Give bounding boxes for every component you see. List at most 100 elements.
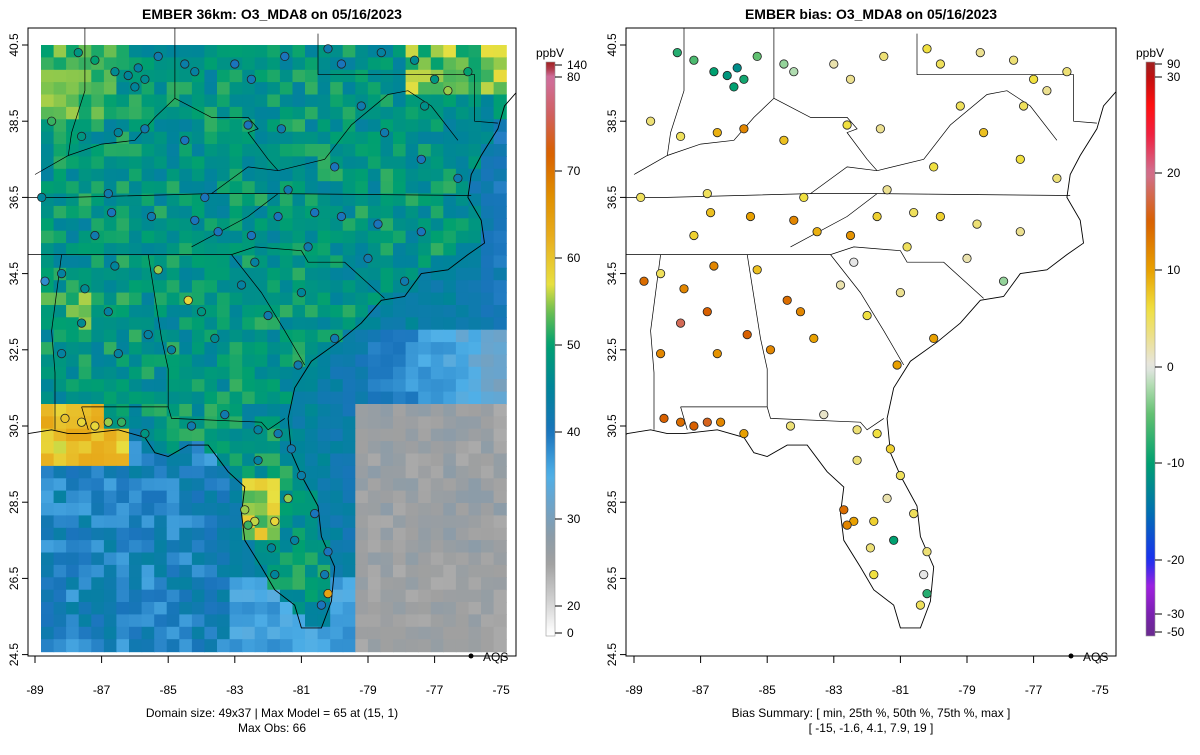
grid-cell xyxy=(292,391,306,405)
grid-cell xyxy=(41,540,55,554)
station-marker xyxy=(795,307,806,317)
grid-cell xyxy=(305,428,319,442)
grid-cell xyxy=(405,441,419,455)
grid-cell xyxy=(166,639,180,653)
grid-cell xyxy=(166,69,180,83)
grid-cell xyxy=(342,552,356,566)
grid-cell xyxy=(91,193,105,207)
grid-cell xyxy=(292,602,306,615)
grid-cell xyxy=(154,280,168,294)
grid-cell xyxy=(141,503,155,516)
grid-cell xyxy=(367,168,382,182)
grid-cell xyxy=(418,379,432,393)
grid-cell xyxy=(217,144,231,157)
grid-cell xyxy=(91,292,105,306)
grid-cell xyxy=(380,69,394,83)
grid-cell xyxy=(367,614,382,628)
grid-cell xyxy=(367,441,382,455)
grid-cell xyxy=(468,280,482,294)
grid-cell xyxy=(393,131,407,145)
grid-cell xyxy=(455,243,470,257)
x-tick-label: -79 xyxy=(958,683,976,697)
station-marker xyxy=(869,569,879,580)
grid-cell xyxy=(91,515,105,529)
grid-cell xyxy=(53,305,67,318)
grid-cell xyxy=(317,69,331,83)
grid-cell xyxy=(393,230,407,244)
station-marker xyxy=(739,124,749,134)
station-marker xyxy=(812,227,822,237)
grid-cell xyxy=(355,478,369,492)
grid-cell xyxy=(305,416,319,430)
station-marker xyxy=(443,86,453,96)
grid-cell xyxy=(367,193,382,207)
station-marker xyxy=(103,417,113,427)
grid-cell xyxy=(154,193,168,207)
state-border xyxy=(790,246,984,299)
grid-cell xyxy=(342,181,356,195)
grid-cell xyxy=(305,94,319,108)
grid-cell xyxy=(393,205,407,219)
grid-cell xyxy=(53,453,67,467)
grid-cell xyxy=(103,453,118,467)
grid-cell xyxy=(191,639,206,653)
grid-cell xyxy=(405,156,419,170)
grid-cell xyxy=(53,639,67,653)
grid-cell xyxy=(405,181,419,195)
grid-cell xyxy=(430,305,444,318)
grid-cell xyxy=(116,379,130,393)
grid-cell xyxy=(191,453,206,467)
grid-cell xyxy=(53,478,67,492)
grid-cell xyxy=(217,589,231,603)
grid-cell xyxy=(279,564,294,578)
grid-cell xyxy=(41,45,55,58)
grid-cell xyxy=(279,305,294,318)
grid-cell xyxy=(103,342,118,356)
grid-cell xyxy=(53,181,67,195)
y-tick-label: 36.5 xyxy=(605,185,619,209)
state-border xyxy=(917,74,1097,124)
grid-cell xyxy=(279,69,294,83)
grid-cell xyxy=(330,106,344,120)
station-marker xyxy=(246,230,256,241)
grid-cell xyxy=(166,527,180,541)
station-marker xyxy=(782,295,792,305)
grid-cell xyxy=(267,292,281,306)
grid-cell xyxy=(41,379,55,393)
grid-cell xyxy=(41,416,55,430)
grid-cell xyxy=(355,404,369,417)
station-marker xyxy=(1062,67,1072,77)
grid-cell xyxy=(330,342,344,356)
grid-cell xyxy=(481,144,495,157)
grid-cell xyxy=(154,515,168,529)
grid-cell xyxy=(154,478,168,492)
grid-cell xyxy=(418,540,432,554)
grid-cell xyxy=(78,614,92,628)
grid-cell xyxy=(78,379,92,393)
grid-cell xyxy=(455,230,470,244)
grid-cell xyxy=(103,503,118,516)
grid-cell xyxy=(78,540,92,554)
station-marker xyxy=(1015,227,1025,237)
grid-cell xyxy=(430,527,444,541)
grid-cell xyxy=(330,552,344,566)
grid-cell xyxy=(292,342,306,356)
grid-cell xyxy=(78,478,92,492)
grid-cell xyxy=(229,614,243,628)
state-border xyxy=(67,28,86,156)
grid-cell xyxy=(129,577,143,591)
grid-cell xyxy=(330,527,344,541)
grid-cell xyxy=(191,602,206,615)
x-tick-label: -79 xyxy=(359,683,377,697)
grid-cell xyxy=(204,69,218,83)
grid-cell xyxy=(430,317,444,331)
grid-cell xyxy=(116,428,130,442)
grid-cell xyxy=(166,305,180,318)
grid-cell xyxy=(481,416,495,430)
grid-cell xyxy=(418,292,432,306)
grid-cell xyxy=(430,255,444,269)
grid-cell xyxy=(179,205,193,219)
grid-cell xyxy=(191,280,206,294)
grid-cell xyxy=(330,478,344,492)
grid-cell xyxy=(367,342,382,356)
